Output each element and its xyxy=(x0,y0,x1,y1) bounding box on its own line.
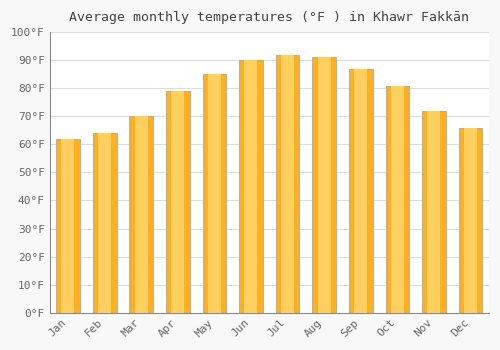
Bar xyxy=(244,60,258,313)
Bar xyxy=(171,91,184,313)
Bar xyxy=(239,60,263,313)
Bar xyxy=(422,111,446,313)
Bar xyxy=(349,69,372,313)
Title: Average monthly temperatures (°F ) in Khawr Fakkān: Average monthly temperatures (°F ) in Kh… xyxy=(70,11,469,24)
Bar xyxy=(318,57,330,313)
Bar xyxy=(458,127,482,313)
Bar xyxy=(464,127,477,313)
Bar xyxy=(312,57,336,313)
Bar xyxy=(98,133,111,313)
Bar xyxy=(56,139,80,313)
Bar xyxy=(130,116,153,313)
Bar xyxy=(166,91,190,313)
Bar xyxy=(62,139,74,313)
Bar xyxy=(386,85,409,313)
Bar xyxy=(354,69,367,313)
Bar xyxy=(281,55,294,313)
Bar xyxy=(134,116,147,313)
Bar xyxy=(276,55,299,313)
Bar xyxy=(428,111,440,313)
Bar xyxy=(390,85,404,313)
Bar xyxy=(208,74,221,313)
Bar xyxy=(202,74,226,313)
Bar xyxy=(92,133,116,313)
